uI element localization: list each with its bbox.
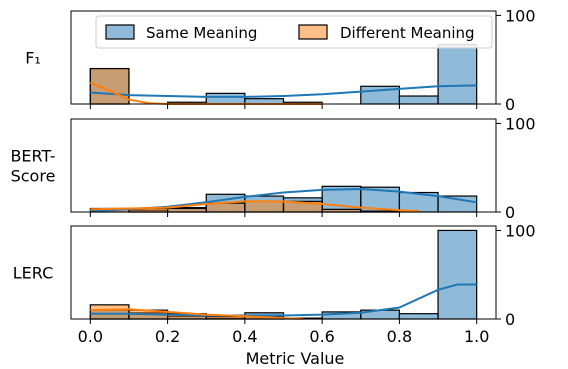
- bar-different-meaning: [89, 67, 130, 105]
- bar-different-meaning: [89, 304, 130, 320]
- panel-label: F₁: [25, 49, 41, 68]
- panel-label-line: Score: [11, 167, 56, 186]
- y-tick-label: 100: [505, 114, 536, 133]
- panel-label: LERC: [13, 264, 54, 283]
- kde-curve-different-meaning: [90, 200, 419, 213]
- panel-frame: [70, 10, 497, 105]
- legend-label-different-meaning: Different Meaning: [340, 24, 475, 42]
- legend-swatch-same-meaning: [105, 24, 135, 40]
- bar-different-meaning: [166, 207, 207, 213]
- panel-label-line: BERT-: [10, 147, 55, 166]
- y-tick-label: 100: [505, 6, 536, 25]
- panel-frame: [70, 118, 497, 213]
- x-tick-label: 0.6: [309, 327, 334, 346]
- panel-label-line: LERC: [13, 264, 54, 283]
- legend: Same Meaning Different Meaning: [95, 15, 493, 49]
- y-tick-label: 0: [505, 203, 515, 222]
- bar-same-meaning: [437, 44, 478, 105]
- bar-different-meaning: [244, 200, 285, 213]
- y-tick-label: 100: [505, 221, 536, 240]
- panel-1: F₁ 0 100: [25, 6, 535, 114]
- panel-label-line: F₁: [25, 49, 41, 68]
- kde-curve-same-meaning: [90, 84, 477, 98]
- bar-same-meaning: [398, 313, 439, 320]
- legend-label-same-meaning: Same Meaning: [146, 24, 257, 42]
- kde-curve-same-meaning: [90, 283, 477, 317]
- x-axis-label: Metric Value: [246, 349, 345, 368]
- panel-2: BERT-Score 0 100: [10, 114, 535, 222]
- bar-same-meaning: [437, 229, 478, 320]
- y-tick-label: 0: [505, 95, 515, 114]
- bar-same-meaning: [398, 95, 439, 105]
- legend-swatch-different-meaning: [298, 24, 328, 40]
- bar-same-meaning: [205, 92, 246, 105]
- panel-label: BERT-Score: [10, 147, 55, 186]
- x-tick-label: 0.0: [78, 327, 103, 346]
- panel-frame: [70, 225, 497, 320]
- x-tick-label: 0.8: [387, 327, 412, 346]
- x-tick-label: 1.0: [464, 327, 489, 346]
- legend-box: [95, 15, 493, 49]
- kde-curve-different-meaning: [90, 308, 303, 320]
- x-tick-label: 0.4: [232, 327, 257, 346]
- y-tick-label: 0: [505, 310, 515, 329]
- panel-3: LERC 0 100 0.0 0.2 0.4 0.6 0.8 1.0: [13, 221, 536, 346]
- x-tick-label: 0.2: [155, 327, 180, 346]
